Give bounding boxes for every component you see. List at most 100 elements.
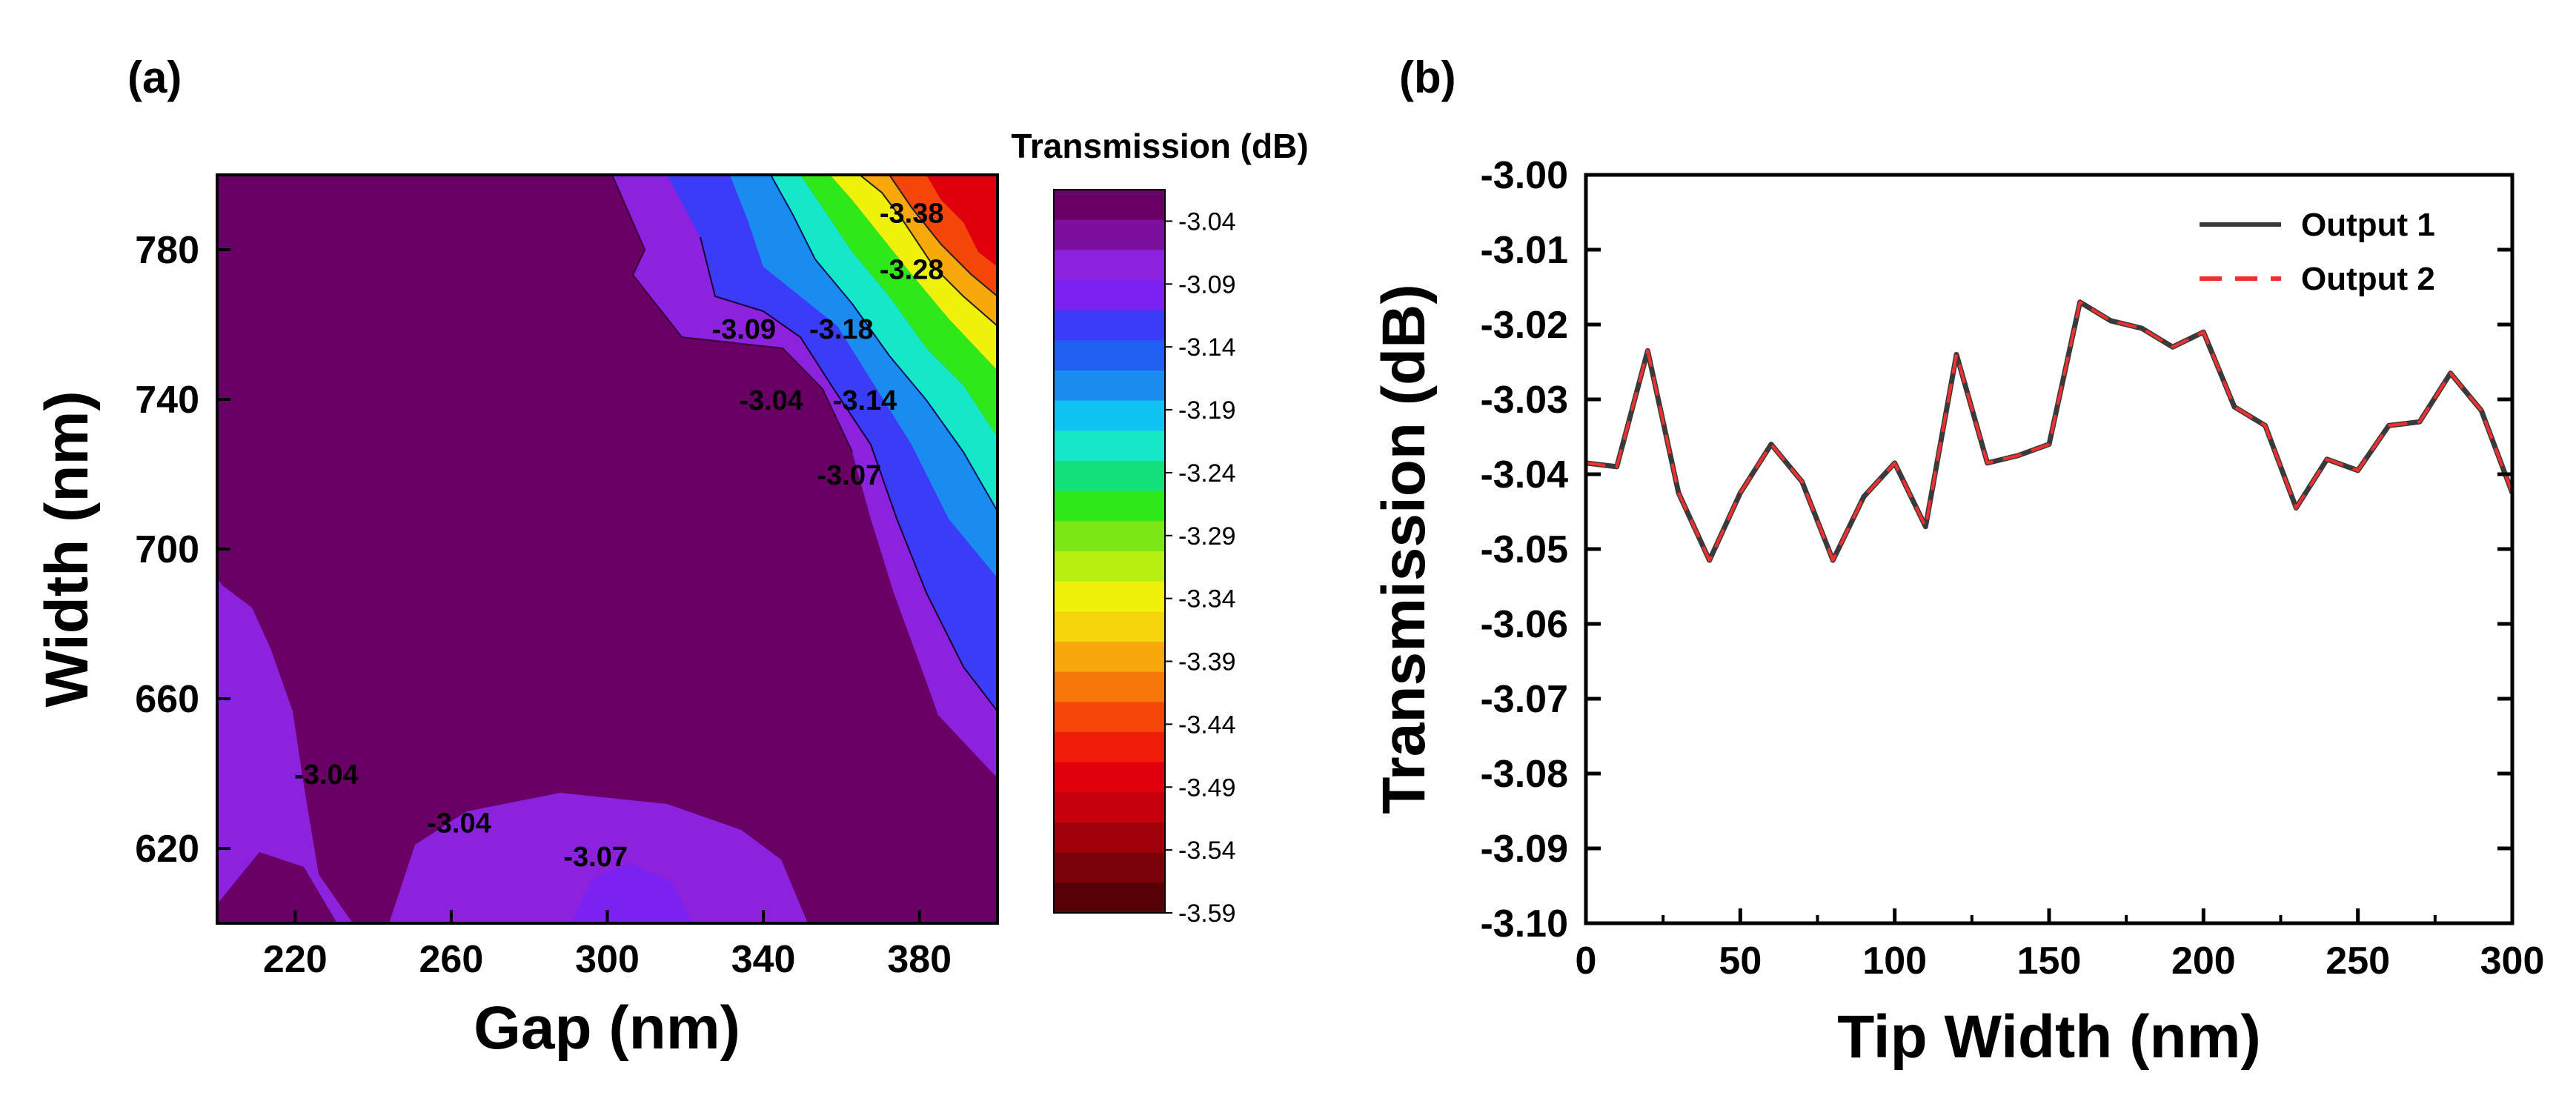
colorbar-segment [1054,219,1165,250]
colorbar-frame [1053,189,1166,914]
contour-label: -3.04 [427,808,491,840]
colorbar-tick-label: -3.44 [1178,711,1236,739]
colorbar-segment [1054,430,1165,462]
y-axis-label-a: Width (nm) [33,390,101,707]
colorbar-tick-label: -3.59 [1178,900,1236,928]
y-tick-label-b: -3.05 [1480,528,1568,571]
colorbar-segment [1054,671,1165,702]
contour-line-1 [611,175,853,453]
colorbar-segment [1054,400,1165,431]
contour-band-3.34 [830,175,997,370]
colorbar-segment [1054,792,1165,823]
contour-label: -3.18 [809,314,874,345]
colorbar-tick-label: -3.14 [1178,333,1236,362]
colorbar-segment [1054,340,1165,371]
x-tick-label-a: 300 [575,938,640,981]
y-tick-label-a: 700 [135,528,199,571]
y-tick-label-b: -3.10 [1480,902,1568,945]
y-tick-label-a: 620 [135,828,199,871]
x-tick-label-b: 100 [1862,940,1927,983]
colorbar-segment [1054,822,1165,854]
y-tick-label-b: -3.03 [1480,379,1568,422]
legend-label-output-2: Output 2 [2301,261,2435,297]
series-line-1 [1586,299,2512,563]
x-tick-label-b: 50 [1719,940,1762,983]
line-plot-area [1586,299,2512,563]
x-axis-label-a: Gap (nm) [474,994,740,1062]
contour-label: -3.04 [739,385,803,416]
colorbar-segment [1054,611,1165,642]
y-tick-label-a: 780 [135,229,199,272]
colorbar [1053,189,1166,914]
colorbar-segment [1054,370,1165,402]
colorbar-segment [1054,250,1165,281]
y-tick-label-b: -3.04 [1480,453,1568,496]
y-axis-label-b: Transmission (dB) [1370,284,1438,814]
x-axis-ticks-b: 0 50 100 150 200 250 300 [1576,908,2545,983]
contour-label: -3.38 [880,199,944,230]
x-tick-label-a: 380 [887,938,952,981]
y-tick-label-b: -3.06 [1480,603,1568,646]
contour-label: -3.28 [880,254,944,285]
x-tick-label-b: 250 [2326,940,2390,983]
contour-band-3.14 [667,175,997,711]
contour-label: -3.04 [294,759,359,791]
contour-label: -3.07 [563,842,628,873]
x-tick-label-a: 220 [263,938,328,981]
contour-line-3 [770,175,997,512]
legend-label-output-1: Output 1 [2301,207,2435,243]
contour-label: -3.07 [817,460,882,491]
colorbar-segment [1054,521,1165,552]
x-tick-label-b: 200 [2171,940,2236,983]
colorbar-tick-label: -3.29 [1178,522,1236,551]
colorbar-segment [1054,491,1165,522]
contour-band-3.29 [800,175,997,437]
heatmap-area [217,175,997,923]
contour-region-lower [217,852,337,923]
y-tick-label-b: -3.07 [1480,678,1568,721]
contour-lower-dip [571,863,693,923]
contour-band-3.39 [860,175,997,326]
colorbar-segment [1054,190,1165,221]
contour-band-3.24 [771,175,997,511]
colorbar-ticks: -3.04 -3.09 -3.14 -3.19 -3.24 -3.29 -3.34 -3.39… [1165,207,1236,928]
series-line-2 [1586,300,2512,562]
y-axis-ticks-b: -3.00 -3.01 -3.02 -3.03 -3.04 -3.05 -3.06 -3.07… [1480,154,2512,945]
colorbar-segment [1054,642,1165,673]
colorbar-segment [1054,762,1165,793]
contour-line-2 [700,236,997,712]
y-tick-label-b: -3.00 [1480,154,1568,197]
colorbar-tick-label: -3.09 [1178,270,1236,299]
colorbar-segment [1054,732,1165,763]
x-tick-label-b: 300 [2480,940,2545,983]
x-axis-ticks-a: 220 260 300 340 380 [263,910,952,981]
x-axis-label-b: Tip Width (nm) [1837,1003,2261,1071]
colorbar-segment [1054,461,1165,492]
panel-b-label: (b) [1399,53,1456,102]
y-tick-label-b: -3.08 [1480,753,1568,796]
contour-labels: -3.38 -3.28 -3.09 -3.18 -3.04 -3.14 -3.07 -3.04… [294,199,943,874]
contour-region-main [217,175,997,923]
colorbar-tick-label: -3.19 [1178,396,1236,425]
contour-band-3.19 [730,175,997,578]
y-tick-label-b: -3.02 [1480,304,1568,347]
colorbar-segment [1054,852,1165,883]
colorbar-segment [1054,581,1165,612]
contour-band-3.09 [612,175,997,778]
colorbar-segment [1054,702,1165,733]
x-tick-label-a: 260 [419,938,484,981]
colorbar-segment [1054,551,1165,582]
colorbar-segment [1054,882,1165,914]
y-tick-label-a: 660 [135,678,199,721]
y-tick-label-b: -3.09 [1480,828,1568,871]
colorbar-tick-label: -3.49 [1178,774,1236,802]
y-tick-label-a: 740 [135,379,199,422]
contour-line-5 [889,175,997,297]
contour-line-4 [859,175,997,327]
x-tick-label-b: 150 [2017,940,2082,983]
colorbar-title: Transmission (dB) [1011,127,1308,165]
colorbar-tick-label: -3.39 [1178,648,1236,676]
contour-label: -3.14 [833,385,897,416]
colorbar-tick-label: -3.34 [1178,585,1236,614]
